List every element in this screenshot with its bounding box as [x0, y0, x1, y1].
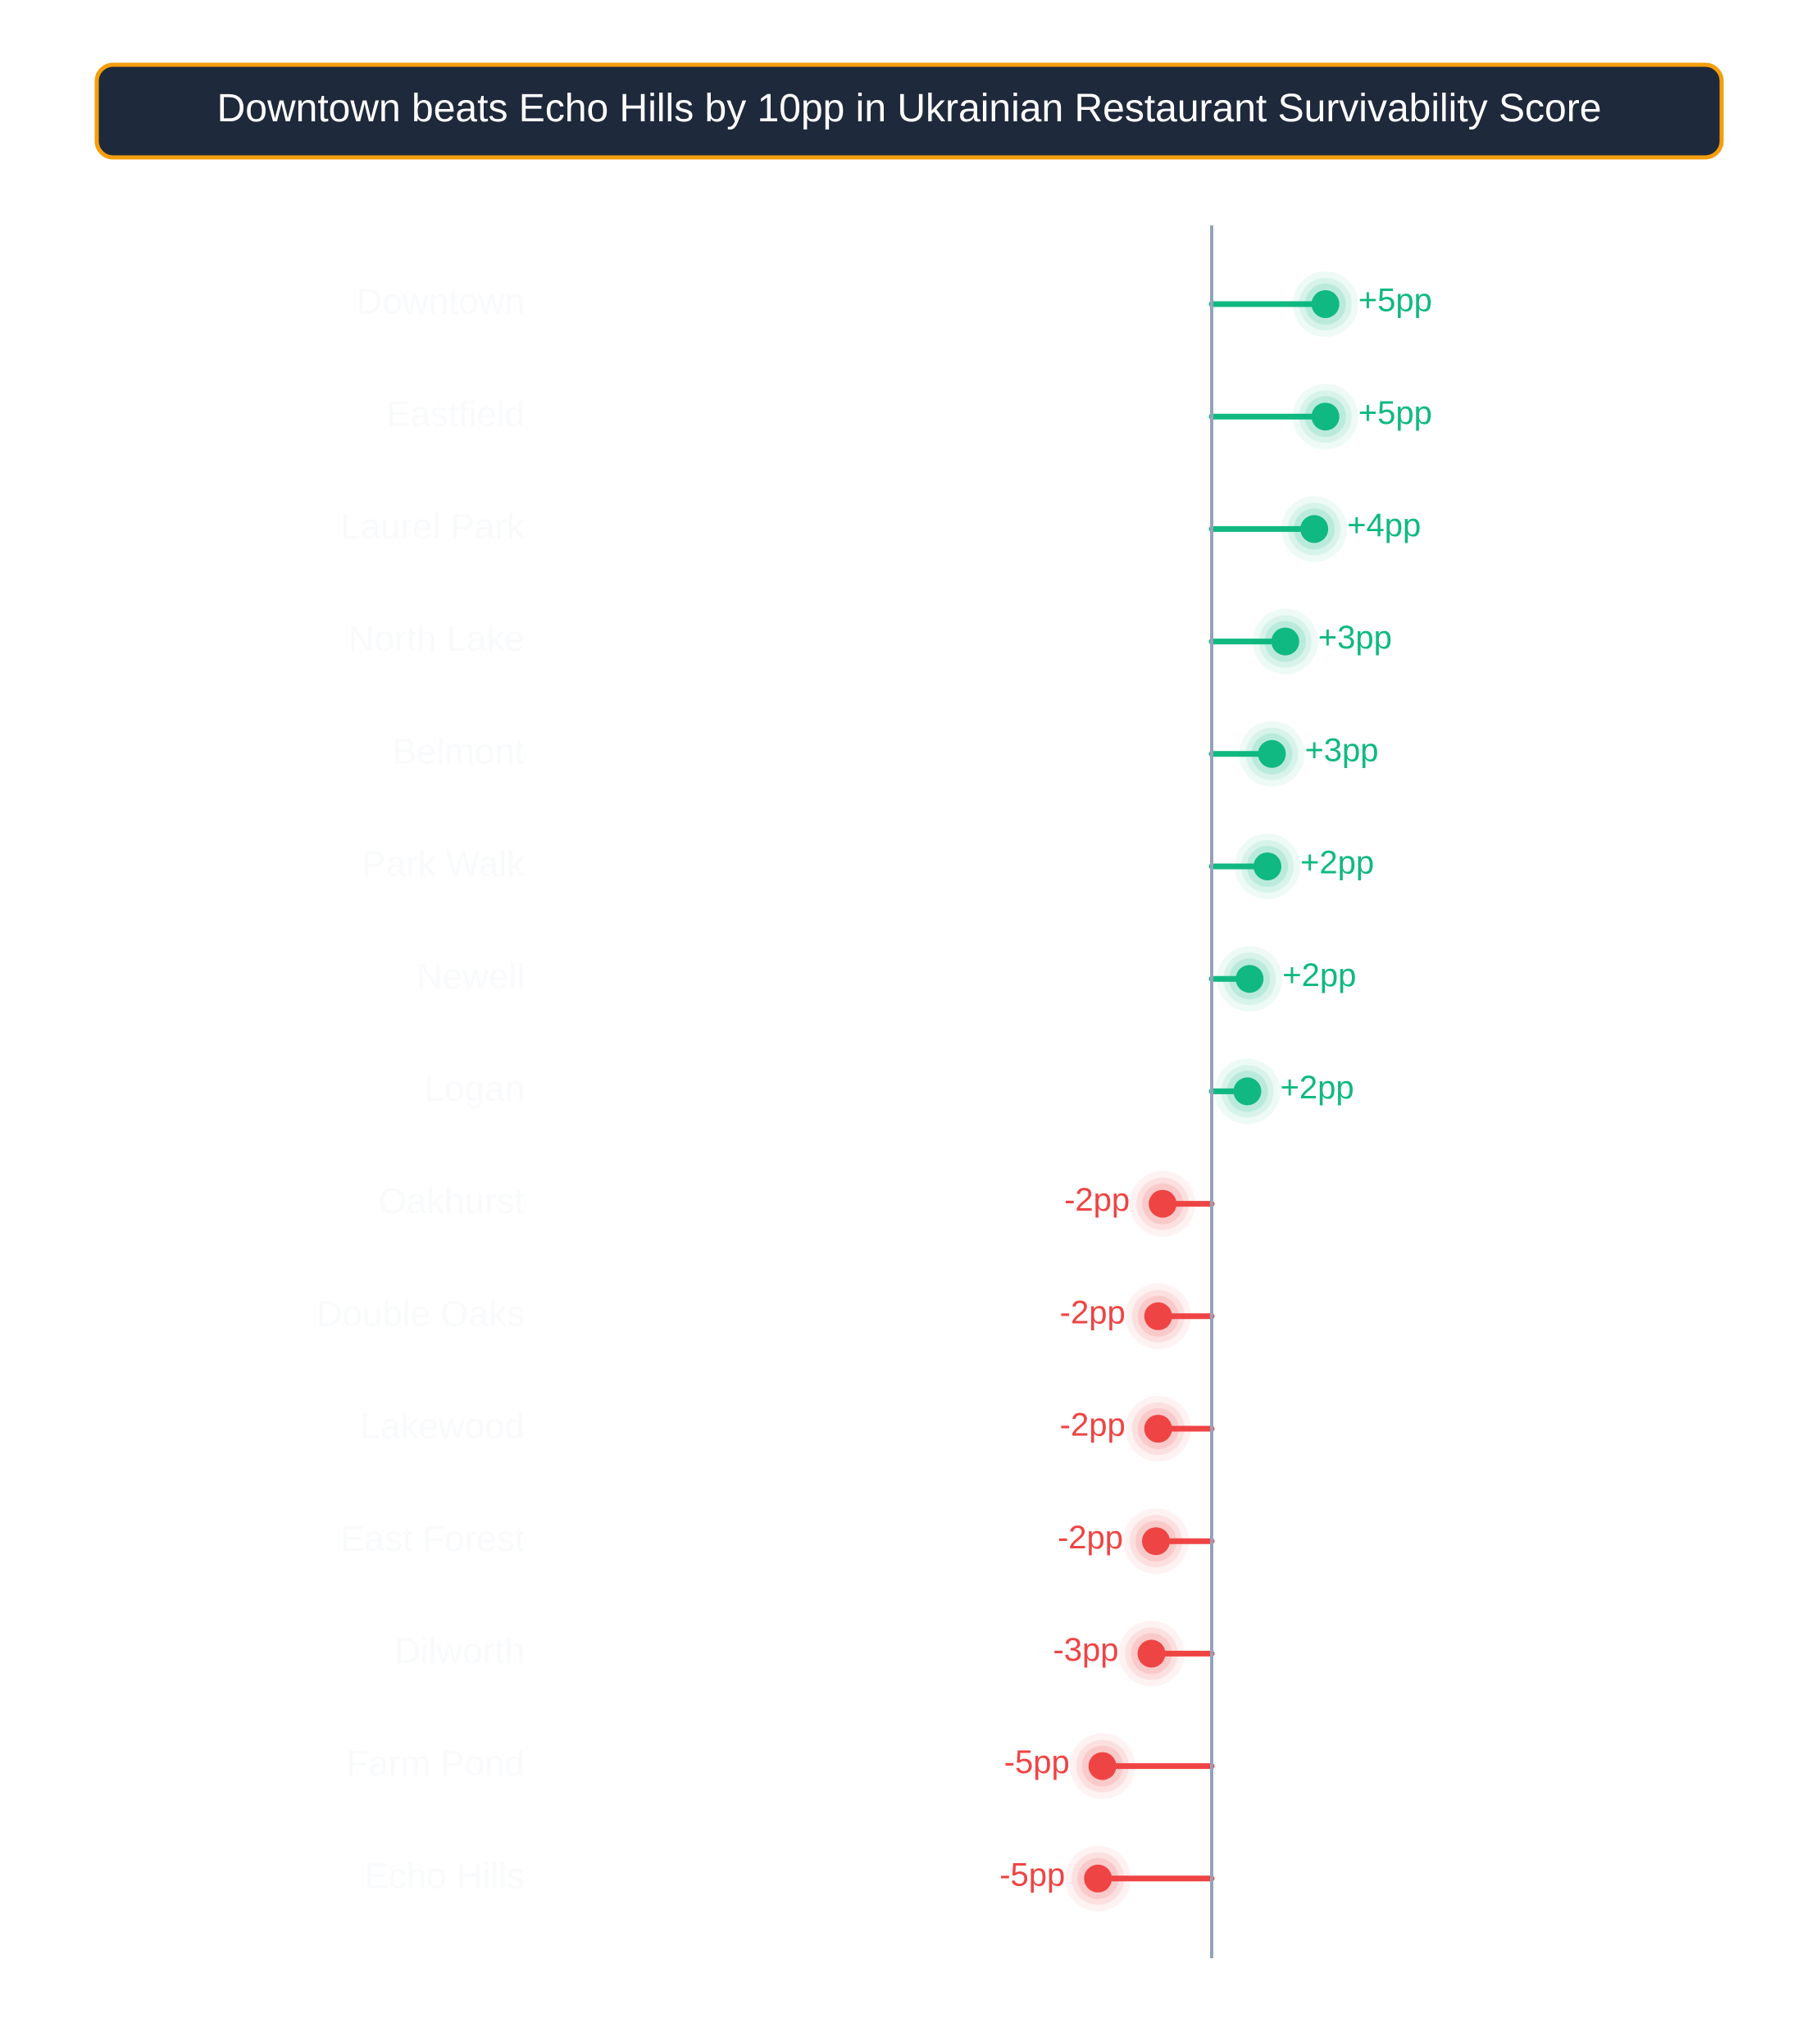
- category-label: Eastfield: [386, 394, 525, 434]
- category-label: Logan: [425, 1069, 525, 1109]
- category-label: East Forest: [340, 1519, 525, 1559]
- data-marks: +5pp +5pp +4pp +3pp +3pp +2pp +2pp +2pp -2pp -2pp…: [999, 271, 1432, 1911]
- lollipop-dot: [1149, 1189, 1177, 1218]
- lollipop-dot: [1258, 739, 1286, 768]
- category-label: Downtown: [357, 282, 525, 322]
- value-label: +4pp: [1347, 507, 1421, 543]
- category-label: Farm Pond: [346, 1743, 525, 1784]
- lollipop-dot: [1311, 290, 1340, 318]
- lollipop-dot: [1233, 1077, 1262, 1106]
- category-label: Oakhurst: [378, 1181, 525, 1221]
- lollipop-dot: [1144, 1415, 1172, 1443]
- category-label: Double Oaks: [316, 1293, 525, 1334]
- category-label: Park Walk: [362, 844, 526, 884]
- category-label: Lakewood: [360, 1407, 525, 1447]
- category-label: Belmont: [393, 731, 525, 771]
- chart-title-box: Downtown beats Echo Hills by 10pp in Ukr…: [94, 62, 1724, 160]
- category-label: Echo Hills: [364, 1856, 525, 1896]
- value-label: +3pp: [1304, 732, 1378, 768]
- lollipop-dot: [1300, 515, 1329, 543]
- value-label: +2pp: [1281, 1070, 1354, 1106]
- value-label: +5pp: [1358, 395, 1432, 431]
- value-label: +2pp: [1282, 957, 1356, 993]
- lollipop-dot: [1254, 852, 1281, 880]
- value-label: +2pp: [1300, 845, 1374, 881]
- lollipop-dot: [1144, 1302, 1172, 1330]
- value-label: -5pp: [1004, 1744, 1070, 1780]
- chart-title-background: [94, 62, 1724, 160]
- value-label: -2pp: [1060, 1407, 1126, 1443]
- lollipop-dot: [1235, 965, 1264, 993]
- value-label: -2pp: [1060, 1294, 1126, 1330]
- category-labels: Downtown Eastfield Laurel Park North Lake Be…: [316, 282, 526, 1897]
- category-label: North Lake: [348, 619, 525, 659]
- lollipop-dot: [1142, 1527, 1170, 1556]
- lollipop-dot: [1137, 1639, 1166, 1668]
- value-label: -2pp: [1058, 1520, 1123, 1556]
- value-label: -3pp: [1053, 1632, 1118, 1668]
- value-label: -2pp: [1064, 1182, 1130, 1218]
- category-label: Newell: [416, 957, 525, 997]
- value-label: +5pp: [1358, 283, 1432, 319]
- lollipop-dot: [1271, 627, 1299, 656]
- value-label: +3pp: [1318, 620, 1392, 656]
- category-label: Dilworth: [394, 1631, 525, 1671]
- lollipop-dot: [1088, 1752, 1117, 1780]
- value-label: -5pp: [999, 1857, 1065, 1893]
- chart-title: Downtown beats Echo Hills by 10pp in Ukr…: [217, 87, 1602, 130]
- lollipop-dot: [1084, 1864, 1112, 1893]
- lollipop-dot: [1311, 402, 1340, 431]
- category-label: Laurel Park: [340, 507, 526, 547]
